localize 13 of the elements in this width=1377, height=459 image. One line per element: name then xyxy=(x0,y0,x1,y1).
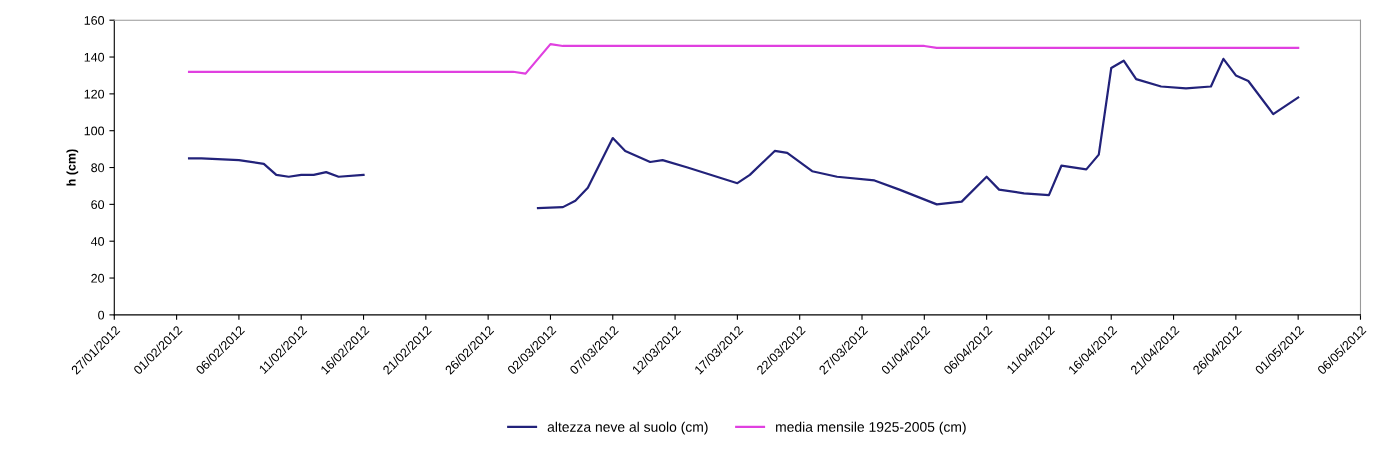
y-tick-label: 0 xyxy=(98,310,105,320)
line-series xyxy=(187,43,1300,75)
y-tick-label: 60 xyxy=(91,200,105,210)
y-axis-title: h (cm) xyxy=(66,149,79,186)
y-tick-label: 80 xyxy=(91,163,105,173)
y-tick-label: 40 xyxy=(90,237,105,246)
legend-label: media mensile 1925-2005 (cm) xyxy=(776,421,966,435)
y-tick-label: 20 xyxy=(91,273,105,283)
legend-label: altezza neve al suolo (cm) xyxy=(547,421,708,435)
y-tick-label: 160 xyxy=(84,16,105,25)
y-tick-label: 100 xyxy=(84,126,105,136)
y-tick-label: 120 xyxy=(84,89,105,99)
y-tick-label: 140 xyxy=(84,52,105,62)
